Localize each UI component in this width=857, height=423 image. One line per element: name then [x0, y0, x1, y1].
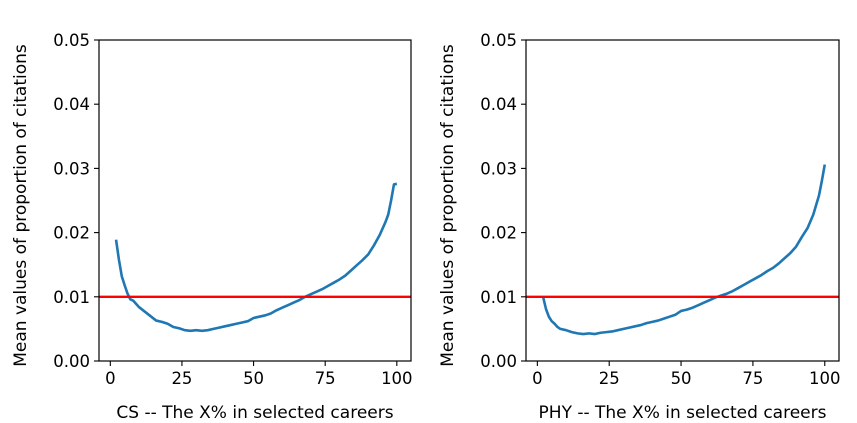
x-tick-label: 25 [171, 369, 192, 388]
y-tick-label: 0.04 [480, 95, 517, 114]
y-tick-label: 0.05 [480, 31, 517, 50]
x-tick-label: 25 [599, 369, 620, 388]
x-tick-label: 100 [381, 369, 413, 388]
y-tick-label: 0.01 [53, 288, 90, 307]
y-tick-label: 0.03 [53, 159, 90, 178]
x-tick-label: 50 [243, 369, 264, 388]
y-tick-label: 0.03 [480, 159, 517, 178]
x-axis-label: CS -- The X% in selected careers [116, 403, 393, 423]
series-line-0 [541, 164, 827, 336]
chart-panel-cs: 0 25 50 75 100 0.00 0.01 0.02 0.03 0.04 0.05 CS -- … [11, 31, 413, 423]
x-axis-label: PHY -- The X% in selected careers [539, 403, 827, 423]
y-tick-label: 0.00 [480, 352, 517, 371]
y-tick-label: 0.05 [53, 31, 90, 50]
y-tick-label: 0.04 [53, 95, 90, 114]
y-tick-label: 0.00 [53, 352, 90, 371]
y-tick-label: 0.01 [480, 288, 517, 307]
x-tick-label: 0 [532, 369, 543, 388]
axes-frame [98, 39, 412, 362]
x-tick-label: 0 [105, 369, 116, 388]
y-axis-label: Mean values of proportion of citations [438, 44, 458, 367]
chart-panel-phy: 0 25 50 75 100 0.00 0.01 0.02 0.03 0.04 0.05 PHY --… [438, 31, 841, 423]
series-line-0 [114, 182, 398, 333]
y-tick-label: 0.02 [480, 224, 517, 243]
y-axis-label: Mean values of proportion of citations [11, 44, 31, 367]
x-tick-label: 50 [671, 369, 692, 388]
x-tick-label: 75 [742, 369, 763, 388]
y-tick-label: 0.02 [53, 224, 90, 243]
x-tick-label: 75 [315, 369, 336, 388]
x-tick-label: 100 [809, 369, 841, 388]
axes-frame [525, 39, 840, 362]
